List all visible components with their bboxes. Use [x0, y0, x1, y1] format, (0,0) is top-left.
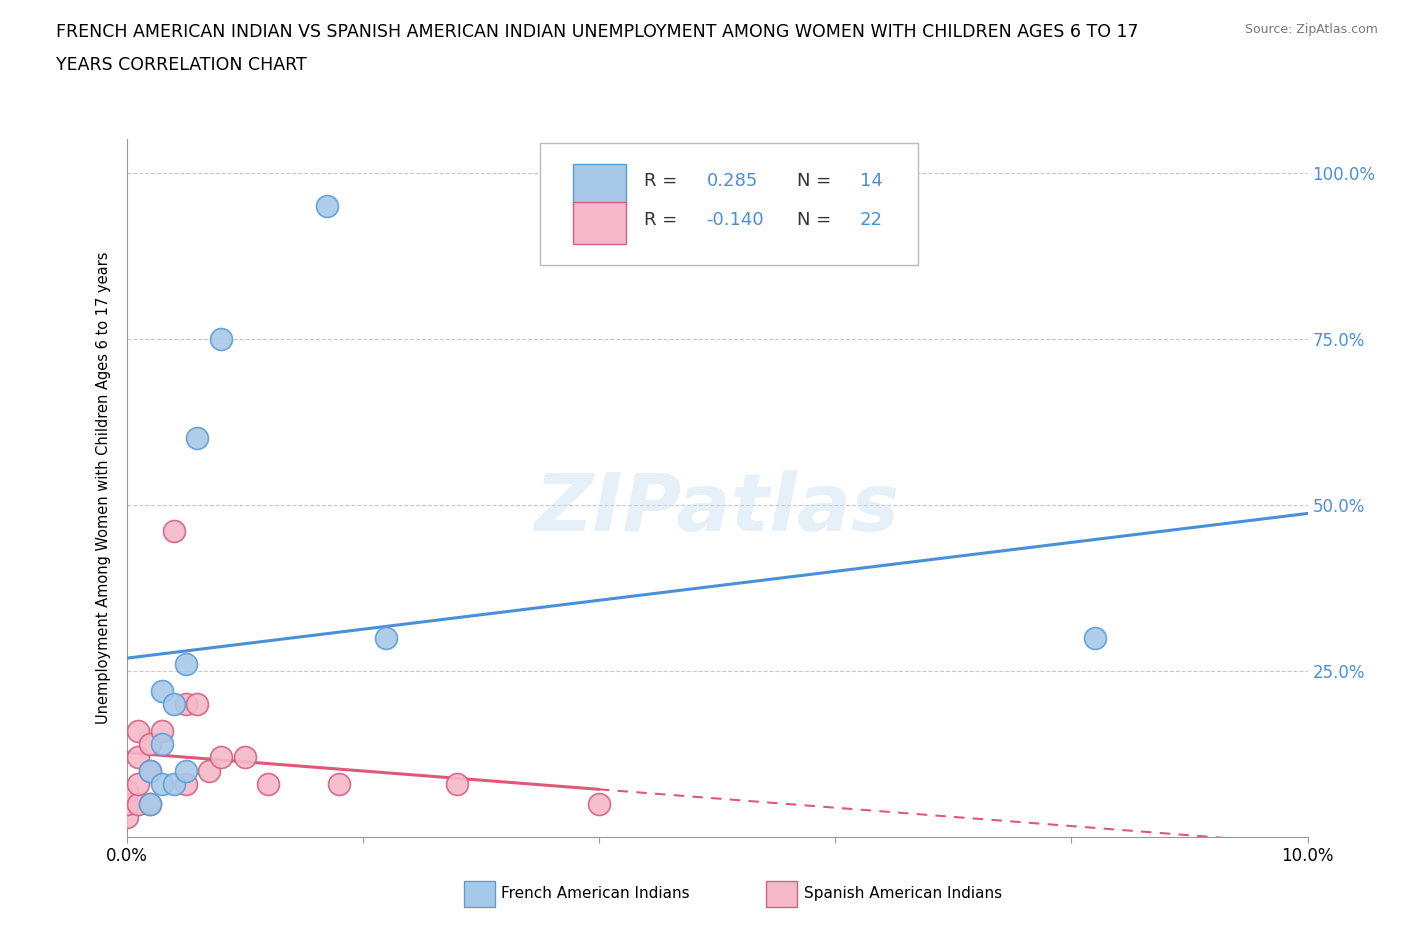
- Point: [163, 777, 186, 791]
- Point: [209, 750, 232, 764]
- Point: [127, 724, 149, 738]
- Text: Spanish American Indians: Spanish American Indians: [804, 886, 1002, 901]
- Point: [163, 524, 186, 538]
- Point: [150, 724, 173, 738]
- Point: [127, 796, 149, 811]
- Text: 22: 22: [860, 211, 883, 229]
- Text: FRENCH AMERICAN INDIAN VS SPANISH AMERICAN INDIAN UNEMPLOYMENT AMONG WOMEN WITH : FRENCH AMERICAN INDIAN VS SPANISH AMERIC…: [56, 23, 1139, 41]
- Point: [174, 764, 197, 778]
- Text: YEARS CORRELATION CHART: YEARS CORRELATION CHART: [56, 56, 307, 73]
- Text: 0.285: 0.285: [706, 172, 758, 191]
- FancyBboxPatch shape: [574, 164, 626, 206]
- Point: [139, 764, 162, 778]
- Point: [233, 750, 256, 764]
- FancyBboxPatch shape: [540, 143, 918, 265]
- Point: [115, 810, 138, 825]
- Text: French American Indians: French American Indians: [501, 886, 689, 901]
- Point: [328, 777, 350, 791]
- Point: [139, 796, 162, 811]
- Point: [375, 631, 398, 645]
- Point: [150, 737, 173, 751]
- Point: [127, 750, 149, 764]
- Text: N =: N =: [797, 211, 838, 229]
- Text: N =: N =: [797, 172, 838, 191]
- Point: [198, 764, 221, 778]
- Point: [209, 331, 232, 346]
- Point: [588, 796, 610, 811]
- Point: [163, 697, 186, 711]
- Point: [186, 697, 208, 711]
- Text: Source: ZipAtlas.com: Source: ZipAtlas.com: [1244, 23, 1378, 36]
- Text: R =: R =: [644, 211, 683, 229]
- Point: [139, 737, 162, 751]
- Point: [1084, 631, 1107, 645]
- Point: [174, 657, 197, 671]
- Point: [174, 777, 197, 791]
- Text: -0.140: -0.140: [706, 211, 763, 229]
- Point: [174, 697, 197, 711]
- Text: ZIPatlas: ZIPatlas: [534, 471, 900, 548]
- Text: 14: 14: [860, 172, 883, 191]
- Point: [139, 796, 162, 811]
- Point: [150, 684, 173, 698]
- Point: [127, 777, 149, 791]
- Point: [115, 783, 138, 798]
- Point: [150, 777, 173, 791]
- Point: [186, 431, 208, 445]
- FancyBboxPatch shape: [574, 203, 626, 245]
- Text: R =: R =: [644, 172, 683, 191]
- Point: [257, 777, 280, 791]
- Point: [316, 198, 339, 213]
- Point: [139, 764, 162, 778]
- Point: [115, 796, 138, 811]
- Y-axis label: Unemployment Among Women with Children Ages 6 to 17 years: Unemployment Among Women with Children A…: [96, 252, 111, 724]
- Point: [446, 777, 468, 791]
